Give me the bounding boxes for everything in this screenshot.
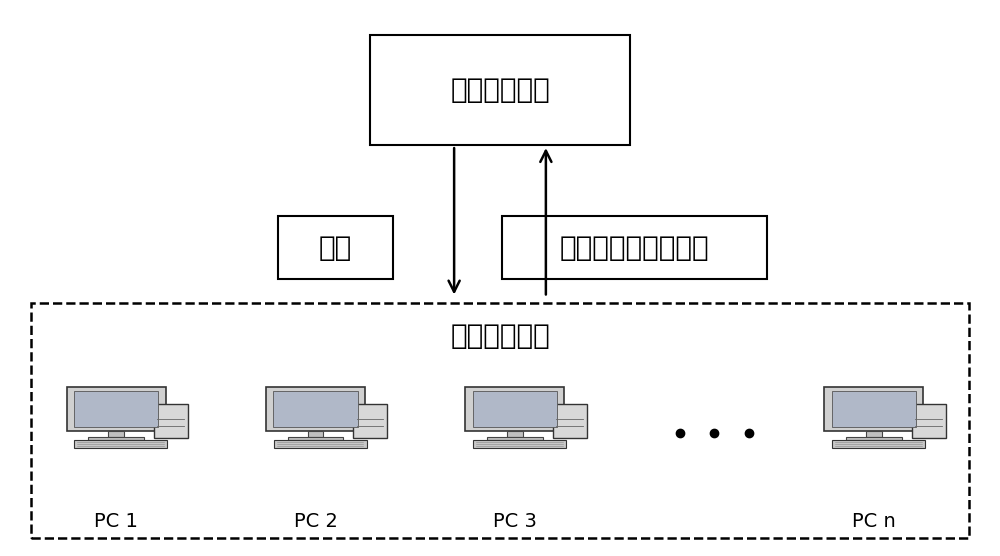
Text: PC 1: PC 1 [94, 512, 138, 531]
Polygon shape [832, 391, 916, 427]
Polygon shape [473, 440, 566, 448]
Polygon shape [274, 440, 367, 448]
Bar [487, 438, 543, 440]
Polygon shape [465, 386, 564, 431]
Bar [288, 438, 343, 440]
Bar [278, 216, 393, 279]
Text: 细观模型计算: 细观模型计算 [450, 322, 550, 350]
Polygon shape [473, 391, 557, 427]
Polygon shape [74, 440, 167, 448]
Bar [846, 438, 902, 440]
Polygon shape [832, 440, 925, 448]
Bar [866, 431, 882, 438]
Polygon shape [154, 404, 188, 438]
Text: PC n: PC n [852, 512, 896, 531]
Bar [108, 431, 124, 438]
Bar [88, 438, 144, 440]
Text: 等效刚度矩阵、应力: 等效刚度矩阵、应力 [560, 234, 709, 261]
Bar [370, 34, 630, 145]
Text: 宏观模型计算: 宏观模型计算 [450, 76, 550, 104]
Polygon shape [67, 386, 166, 431]
Bar [507, 431, 523, 438]
Bar [502, 216, 767, 279]
Polygon shape [824, 386, 923, 431]
Bar [308, 431, 323, 438]
Text: 应变: 应变 [319, 234, 352, 261]
Bar [31, 303, 969, 538]
Polygon shape [273, 391, 358, 427]
Polygon shape [553, 404, 587, 438]
Text: PC 3: PC 3 [493, 512, 537, 531]
Polygon shape [353, 404, 387, 438]
Polygon shape [912, 404, 946, 438]
Polygon shape [74, 391, 158, 427]
Text: PC 2: PC 2 [294, 512, 337, 531]
Polygon shape [266, 386, 365, 431]
